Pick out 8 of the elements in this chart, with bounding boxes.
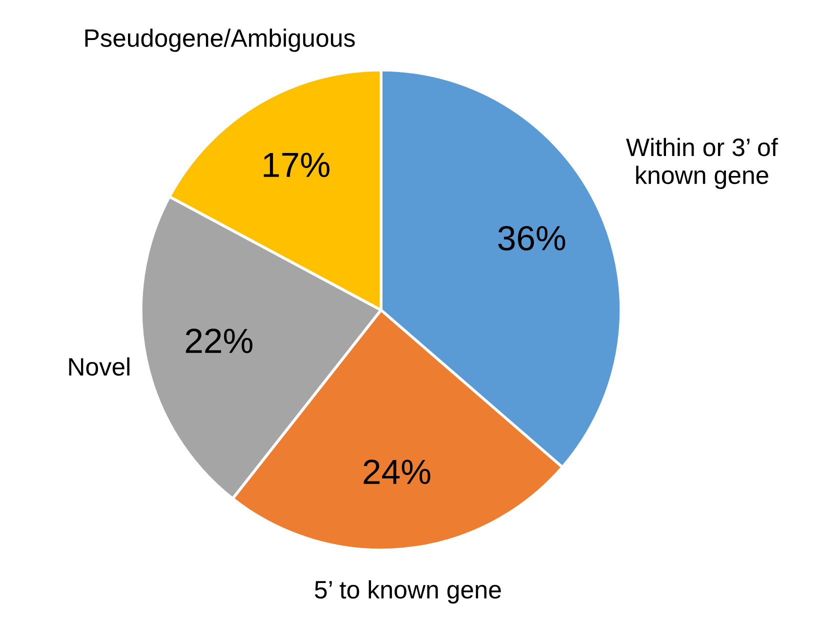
data-label: 24% — [364, 460, 430, 484]
data-label: 17% — [264, 152, 330, 178]
slice-label: Novel — [69, 357, 130, 376]
slice-label: Within or 3’ of known gene — [626, 138, 778, 190]
slice-label: 5’ to known gene — [314, 580, 501, 604]
data-label: 36% — [498, 226, 566, 251]
data-label: 22% — [186, 328, 252, 354]
slice-label: Pseudogene/Ambiguous — [85, 28, 355, 52]
